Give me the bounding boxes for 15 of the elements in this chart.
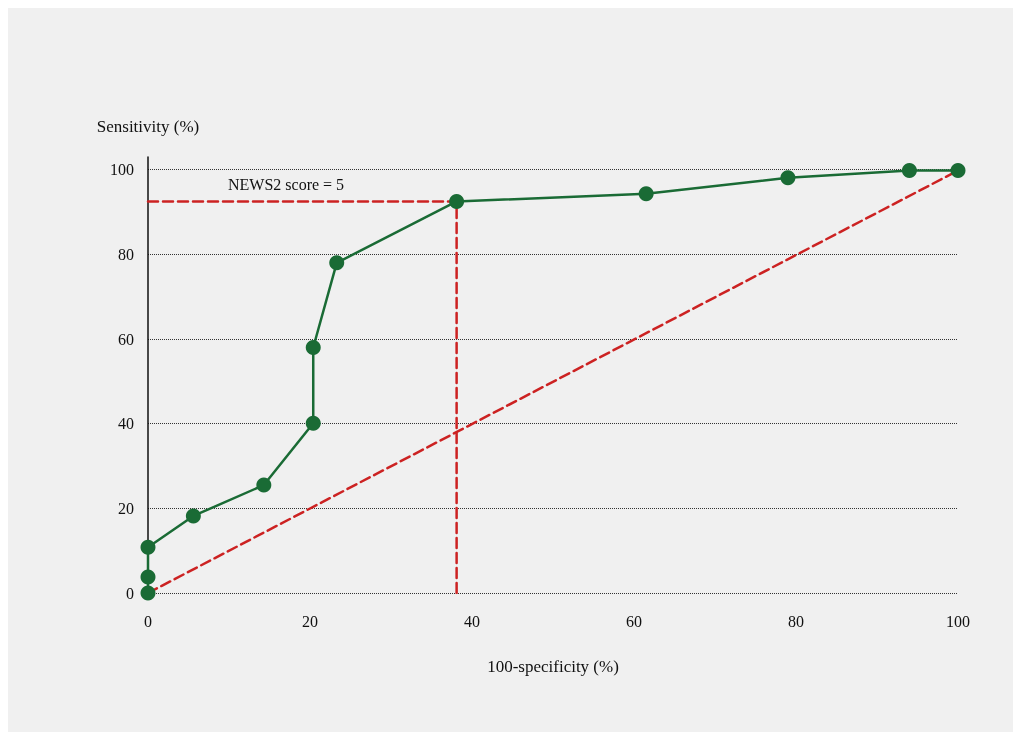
x-tick-label: 60 — [626, 612, 642, 630]
x-tick-label: 100 — [946, 612, 970, 630]
y-tick-label: 60 — [118, 330, 134, 348]
y-tick-label: 20 — [118, 499, 134, 517]
y-tick-label: 80 — [118, 245, 134, 263]
y-axis-title: Sensitivity (%) — [96, 117, 200, 136]
x-tick-label: 20 — [302, 612, 318, 630]
x-tick-label: 40 — [464, 612, 480, 630]
y-tick-label: 0 — [126, 584, 134, 602]
x-tick-label: 0 — [144, 612, 152, 630]
y-tick-label: 100 — [110, 161, 134, 179]
y-tick-label: 40 — [118, 415, 134, 433]
x-axis-title: 100-specificity (%) — [487, 657, 619, 676]
x-tick-label: 80 — [788, 612, 804, 630]
annotation: NEWS2 score = 5 — [228, 175, 345, 193]
